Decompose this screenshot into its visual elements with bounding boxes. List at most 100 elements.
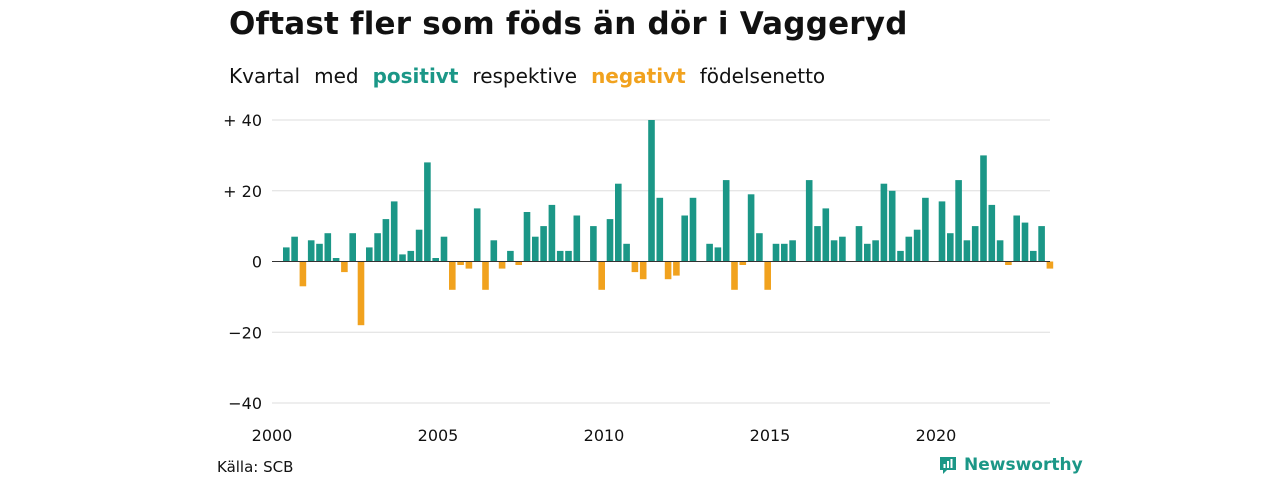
bar-positive	[324, 233, 332, 262]
bar-positive	[963, 240, 971, 262]
bar-negative	[465, 261, 473, 269]
bar-negative	[639, 261, 647, 280]
bar-positive	[648, 120, 655, 262]
bar-positive	[913, 229, 921, 262]
bar-positive	[772, 243, 780, 262]
bar-negative	[598, 261, 605, 290]
bar-positive	[382, 219, 390, 262]
bar-negative	[449, 261, 456, 290]
bar-positive	[689, 197, 697, 262]
bar-positive	[789, 240, 796, 262]
bar-positive	[532, 236, 539, 262]
bar-positive	[888, 190, 896, 262]
bar-positive	[980, 155, 987, 262]
bar-positive	[307, 240, 315, 262]
bar-positive	[432, 258, 439, 262]
bar-positive	[399, 254, 406, 262]
bar-positive	[415, 229, 423, 262]
bar-negative	[739, 261, 747, 265]
subtitle-word: respektive	[472, 64, 578, 88]
legend-negative: negativt	[591, 64, 686, 88]
bar-positive	[947, 233, 954, 262]
bar-positive	[556, 250, 564, 262]
brand-name: Newsworthy	[964, 455, 1083, 475]
source-note: Källa: SCB	[217, 458, 294, 476]
bar-negative	[515, 261, 522, 265]
chart-title: Oftast fler som föds än dör i Vaggeryd	[229, 6, 908, 42]
bar-positive	[955, 180, 962, 262]
bar-positive	[623, 243, 630, 262]
bar-negative	[1046, 261, 1054, 269]
bar-positive	[523, 212, 531, 262]
bar-negative	[498, 261, 506, 269]
bar-negative	[299, 261, 307, 287]
bar-positive	[781, 243, 788, 262]
bar-positive	[606, 219, 614, 262]
bar-positive	[756, 233, 763, 262]
brand[interactable]: Newsworthy	[938, 455, 1083, 475]
bar-positive	[880, 183, 888, 262]
bar-negative	[482, 261, 489, 290]
bar-positive	[316, 243, 323, 262]
y-tick-label: −20	[228, 323, 262, 342]
bar-positive	[283, 247, 290, 262]
bar-positive	[615, 183, 622, 262]
bar-positive	[839, 236, 846, 262]
bar-positive	[390, 201, 398, 262]
bar-positive	[905, 236, 913, 262]
bar-negative	[764, 261, 771, 290]
bar-positive	[897, 250, 904, 262]
bar-positive	[1013, 215, 1020, 262]
bar-positive	[681, 215, 688, 262]
bar-negative	[673, 261, 680, 276]
bar-positive	[971, 226, 979, 262]
bar-positive	[407, 250, 415, 262]
bar-positive	[540, 226, 547, 262]
subtitle-word: med	[314, 64, 359, 88]
bar-positive	[822, 208, 830, 262]
bar-positive	[332, 258, 340, 262]
bar-positive	[805, 180, 813, 262]
bar-negative	[1005, 261, 1012, 265]
y-tick-label: 0	[252, 253, 262, 272]
bar-negative	[357, 261, 365, 326]
x-tick-label: 2015	[750, 426, 791, 445]
bar-negative	[341, 261, 348, 273]
bar-positive	[440, 236, 448, 262]
x-axis: 2000 2005 2010 2015 2020	[252, 426, 957, 445]
x-tick-label: 2010	[584, 426, 625, 445]
bar-positive	[366, 247, 373, 262]
bar-positive	[565, 250, 572, 262]
y-tick-label: + 40	[223, 111, 262, 130]
bar-negative	[631, 261, 639, 273]
bar-positive	[814, 226, 821, 262]
x-tick-label: 2000	[252, 426, 293, 445]
grid-lines	[272, 119, 1050, 404]
bar-positive	[996, 240, 1004, 262]
bar-positive	[988, 204, 996, 262]
subtitle-word: Kvartal	[229, 64, 301, 88]
bar-positive	[1030, 250, 1037, 262]
bar-positive	[656, 197, 664, 262]
bar-positive	[1021, 222, 1029, 262]
bar-positive	[938, 201, 946, 262]
bar-negative	[664, 261, 672, 280]
bar-positive	[855, 226, 863, 262]
newsworthy-logo-icon	[940, 457, 956, 474]
legend-positive: positivt	[372, 64, 459, 88]
y-tick-label: −40	[228, 394, 262, 413]
bar-positive	[1038, 226, 1045, 262]
bar-positive	[291, 236, 298, 262]
chart-subtitle: Kvartal med positivt respektive negativt föde…	[229, 64, 839, 88]
bar-positive	[490, 240, 498, 262]
bar-positive	[830, 240, 838, 262]
x-tick-label: 2020	[916, 426, 957, 445]
bar-positive	[714, 247, 722, 262]
bar-positive	[473, 208, 481, 262]
bar-positive	[349, 233, 356, 262]
bar-negative	[731, 261, 738, 290]
bar-positive	[374, 233, 381, 262]
y-axis: + 40 + 20 0 −20 −40	[223, 111, 262, 413]
bars	[283, 120, 1054, 326]
